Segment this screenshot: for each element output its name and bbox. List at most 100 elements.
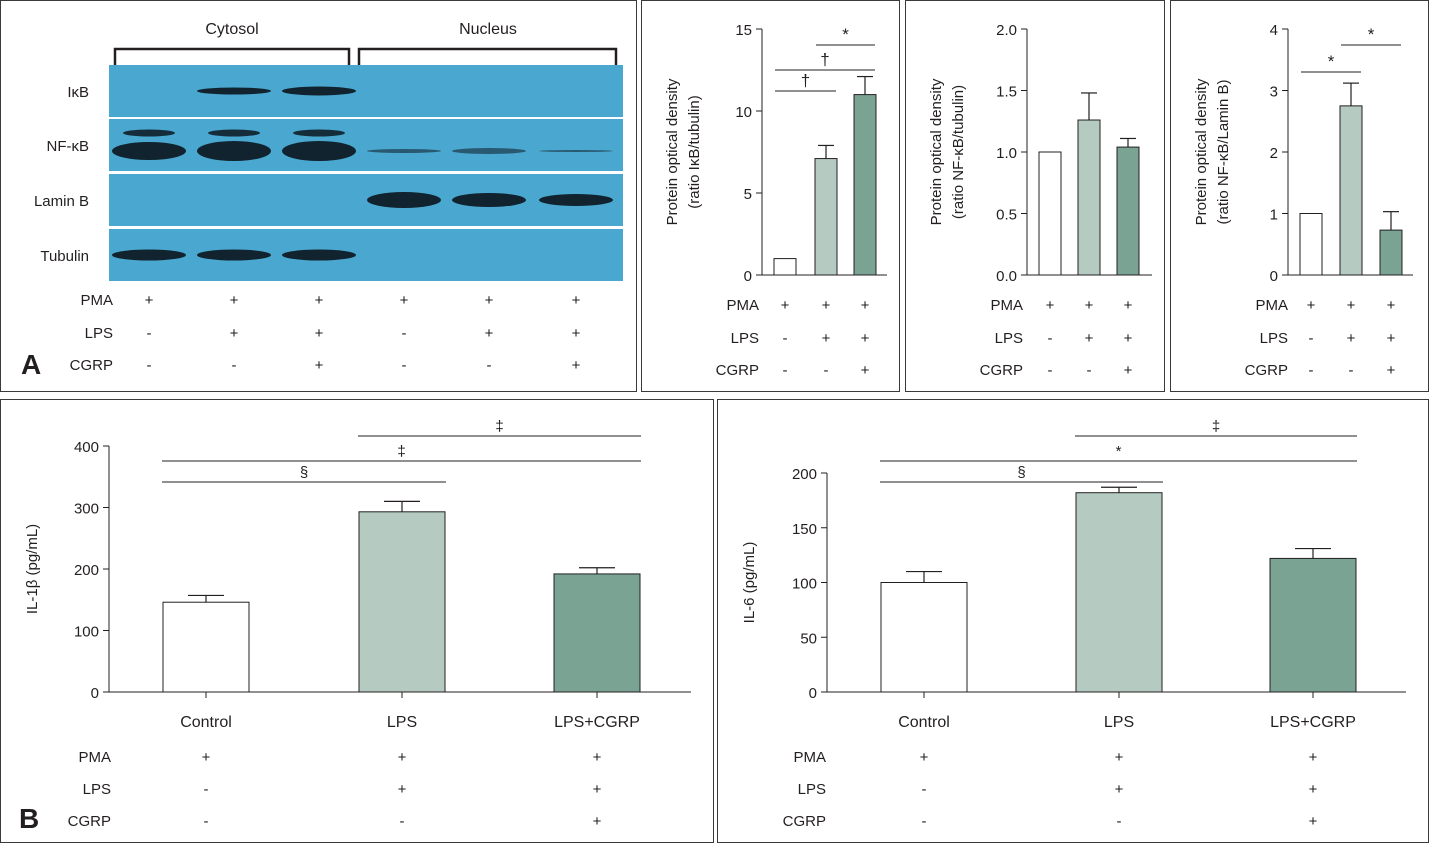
nfkb-laminb-chart-panel: 0 1 2 3 4 Protein optical density (ratio NF-κB… (1170, 0, 1429, 392)
blot-treatment-table: PMA + + + + + + LPS - + + - + + CGRP - - + - - + (70, 292, 581, 374)
chart-1-y-tick-label-1: 0.5 (996, 207, 1017, 224)
chart-4-bar-3 (1269, 557, 1357, 693)
chart-0-mark-lps-1: - (783, 330, 788, 347)
blot-mark-pma-lane-2: + (230, 292, 239, 309)
chart-4-mark-cgrp-1: - (922, 813, 927, 830)
chart-0-mark-cgrp-3: + (861, 362, 870, 379)
chart-0-bar-3 (853, 94, 877, 276)
chart-0-y-tick-label-2: 10 (735, 104, 752, 121)
chart-4-mark-cgrp-2: - (1117, 813, 1122, 830)
chart-3-mark-pma-3: + (593, 749, 602, 766)
chart-3-mark-lps-2: + (398, 781, 407, 798)
chart-4-mark-pma-1: + (920, 749, 929, 766)
chart-0-bar-1 (773, 258, 797, 276)
chart-3-mark-lps-3: + (593, 781, 602, 798)
chart-4-mark-pma-2: + (1115, 749, 1124, 766)
chart-4-mark-pma-3: + (1309, 749, 1318, 766)
chart-4-treatment-label-cgrp: CGRP (783, 813, 826, 830)
chart-3-y-tick-label-2: 200 (74, 562, 99, 579)
chart-0-mark-pma-2: + (822, 297, 831, 314)
chart-0-treatment-label-lps: LPS (731, 330, 759, 347)
chart-3-mark-pma-1: + (202, 749, 211, 766)
chart-2-mark-pma-1: + (1307, 297, 1316, 314)
chart-2-mark-lps-3: + (1387, 330, 1396, 347)
blot-band-lamin-b-lane-6 (539, 194, 613, 206)
chart-4-ylabel: IL-6 (pg/mL) (741, 542, 758, 624)
blot-mark-pma-lane-5: + (485, 292, 494, 309)
chart-4-y-tick-label-4: 200 (792, 466, 817, 483)
chart-4-category-control: Control (898, 714, 950, 731)
chart-1-mark-cgrp-2: - (1087, 362, 1092, 379)
chart-2-mark-cgrp-2: - (1349, 362, 1354, 379)
chart-1-y-tick-label-4: 2.0 (996, 22, 1017, 39)
chart-3-mark-cgrp-2: - (400, 813, 405, 830)
western-blot-svg: Cytosol Nucleus IκB NF-κB Lamin B Tubulin P… (21, 21, 623, 380)
chart-4-treatment-label-pma: PMA (793, 749, 826, 766)
chart-3-bar-2 (358, 511, 446, 693)
chart-4-y-tick-label-3: 150 (792, 521, 817, 538)
blot-mark-cgrp-lane-2: - (232, 357, 237, 374)
chart-3-treatment-label-pma: PMA (78, 749, 111, 766)
chart-2-significance-label-2: * (1328, 52, 1335, 71)
group-label-cytosol: Cytosol (205, 21, 258, 38)
chart-2-y-tick-label-1: 1 (1270, 207, 1278, 224)
chart-1-mark-lps-2: + (1085, 330, 1094, 347)
chart-1-mark-lps-3: + (1124, 330, 1133, 347)
chart-3-ylabel: IL-1β (pg/mL) (24, 524, 41, 614)
chart-0-treatment-label-pma: PMA (726, 297, 759, 314)
blot-band-nf-b-lane-6 (539, 150, 613, 152)
blot-membrane-i-b (109, 65, 623, 117)
blot-band-nf-b-lane-5 (452, 148, 526, 154)
chart-2-treatment-label-cgrp: CGRP (1245, 362, 1288, 379)
blot-mark-lps-lane-3: + (315, 325, 324, 342)
chart-0-significance-label-1: * (842, 25, 849, 44)
chart-1-ylabel-line-2: (ratio NF-κB/tubulin) (950, 85, 967, 219)
chart-0-mark-pma-3: + (861, 297, 870, 314)
blot-band-i-b-lane-3 (282, 86, 356, 96)
chart-4-mark-lps-3: + (1309, 781, 1318, 798)
nfkb-tubulin-chart-panel: 0.0 0.5 1.0 1.5 2.0 Protein optical density (r… (905, 0, 1165, 392)
chart-1-y-tick-label-0: 0.0 (996, 268, 1017, 285)
chart-4-significance-label-3: § (1017, 464, 1025, 481)
il6-chart-panel: 0 50 100 150 200 IL-6 (pg/mL) Control LPS LPS+CG… (717, 399, 1429, 843)
chart-4-y-tick-label-0: 0 (809, 685, 817, 702)
blot-mark-pma-lane-4: + (400, 292, 409, 309)
blot-mark-lps-lane-4: - (402, 325, 407, 342)
blot-treatment-label-lps: LPS (85, 325, 113, 342)
chart-2-bar-2 (1339, 105, 1363, 276)
blot-band-nf-b-lane-3 (282, 141, 356, 161)
chart-0-significance-label-2: † (820, 50, 829, 69)
chart-2-mark-lps-1: - (1309, 330, 1314, 347)
blot-mark-lps-lane-1: - (147, 325, 152, 342)
chart-3-mark-pma-2: + (398, 749, 407, 766)
western-blot-panel: Cytosol Nucleus IκB NF-κB Lamin B Tubulin P… (0, 0, 637, 392)
chart-1-bar-2 (1077, 119, 1101, 276)
blot-rows: IκB NF-κB Lamin B Tubulin (34, 65, 623, 281)
chart-2-mark-pma-3: + (1387, 297, 1396, 314)
chart-2-mark-pma-2: + (1347, 297, 1356, 314)
chart-4-mark-cgrp-3: + (1309, 813, 1318, 830)
chart-4-y-tick-label-1: 50 (800, 630, 817, 647)
blot-row-label-tubulin: Tubulin (40, 248, 89, 265)
chart-3-bar-1 (162, 601, 250, 693)
blot-treatment-label-pma: PMA (80, 292, 113, 309)
blot-mark-cgrp-lane-5: - (487, 357, 492, 374)
chart-0-treatment-label-cgrp: CGRP (716, 362, 759, 379)
blot-band-lamin-b-lane-4 (367, 192, 441, 208)
blot-band-tubulin-lane-2 (197, 249, 271, 261)
blot-mark-cgrp-lane-3: + (315, 357, 324, 374)
group-label-nucleus: Nucleus (459, 21, 517, 38)
chart-1-mark-cgrp-3: + (1124, 362, 1133, 379)
chart-0-mark-cgrp-2: - (824, 362, 829, 379)
chart-2-ylabel-line-2: (ratio NF-κB/Lamin B) (1215, 79, 1232, 224)
il1b-chart-panel: 0 100 200 300 400 IL-1β (pg/mL) Control LPS LPS+… (0, 399, 714, 843)
nucleus-bracket (357, 47, 618, 65)
chart-3-y-tick-label-0: 0 (91, 685, 99, 702)
chart-2-treatment-label-lps: LPS (1260, 330, 1288, 347)
blot-mark-pma-lane-3: + (315, 292, 324, 309)
chart-4-bar-1 (880, 582, 968, 693)
chart-2-y-tick-label-3: 3 (1270, 84, 1278, 101)
chart-3-category-lps: LPS (387, 714, 417, 731)
